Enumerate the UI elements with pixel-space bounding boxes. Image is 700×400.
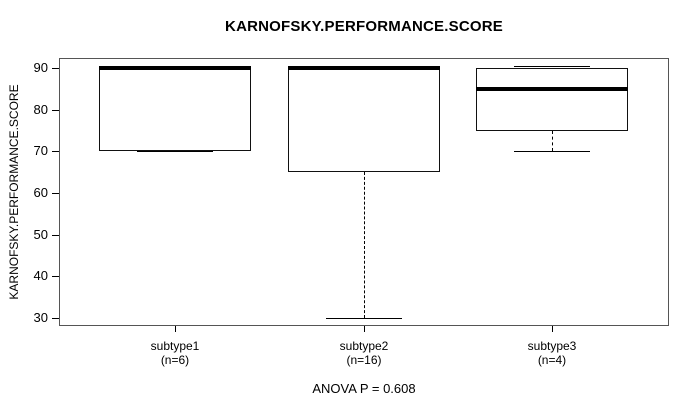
lower-whisker <box>364 172 365 318</box>
category-label: subtype2 (n=16) <box>294 339 434 367</box>
y-tick-mark <box>52 193 59 194</box>
category-name: subtype2 <box>339 339 389 353</box>
y-tick-mark <box>52 68 59 69</box>
category-count-label: (n=16) <box>346 353 382 367</box>
upper-whisker-cap <box>514 66 590 67</box>
y-tick-mark <box>52 109 59 111</box>
chart-title: KARNOFSKY.PERFORMANCE.SCORE <box>225 18 503 35</box>
median-line <box>476 86 628 91</box>
category-count-label: (n=4) <box>537 353 567 367</box>
median-line <box>288 66 440 70</box>
category-name: subtype1 <box>150 339 200 353</box>
y-tick-label: 60 <box>33 185 48 200</box>
lower-whisker-cap <box>326 318 402 319</box>
lower-whisker <box>552 130 553 152</box>
anova-annotation: ANOVA P = 0.608 <box>312 381 416 396</box>
y-tick-mark <box>52 151 59 153</box>
box <box>99 68 251 152</box>
y-tick-label: 50 <box>33 226 48 242</box>
y-tick-mark <box>52 318 59 319</box>
x-tick-mark <box>552 326 553 332</box>
box <box>476 68 628 131</box>
category-label: subtype3 (n=4) <box>482 339 622 367</box>
median-line <box>99 66 251 70</box>
y-tick-mark <box>52 276 59 278</box>
y-tick-mark <box>52 234 59 236</box>
x-tick-mark <box>175 326 176 332</box>
y-tick-label: 80 <box>33 101 48 117</box>
category-label: subtype1 (n=6) <box>105 339 245 367</box>
category-count-label: (n=6) <box>160 353 190 367</box>
box <box>288 68 440 173</box>
y-tick-label: 90 <box>33 60 48 75</box>
lower-whisker-cap <box>137 151 213 153</box>
category-name: subtype3 <box>527 339 577 353</box>
y-tick-label: 70 <box>33 143 48 159</box>
y-tick-label: 40 <box>33 268 48 284</box>
lower-whisker-cap <box>514 151 590 153</box>
y-tick-label: 30 <box>33 310 48 325</box>
x-tick-mark <box>364 326 365 332</box>
